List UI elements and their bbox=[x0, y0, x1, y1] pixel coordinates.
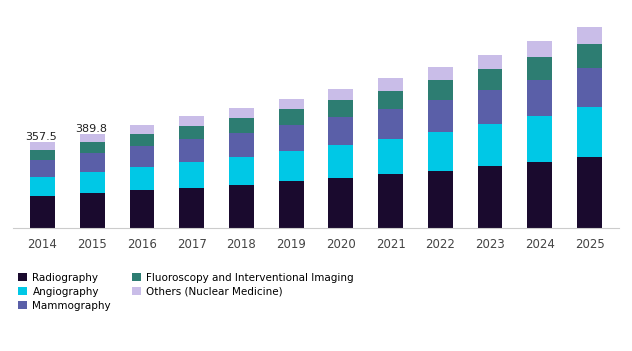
Bar bbox=[130, 146, 154, 167]
Bar bbox=[80, 134, 105, 142]
Bar bbox=[378, 174, 403, 228]
Text: 389.8: 389.8 bbox=[75, 124, 107, 134]
Bar bbox=[30, 160, 55, 177]
Bar bbox=[179, 117, 204, 126]
Bar bbox=[130, 190, 154, 228]
Bar bbox=[279, 110, 303, 125]
Bar bbox=[527, 57, 552, 80]
Bar bbox=[577, 68, 602, 107]
Bar bbox=[179, 126, 204, 139]
Bar bbox=[329, 100, 353, 117]
Bar bbox=[478, 90, 502, 124]
Bar bbox=[378, 91, 403, 109]
Bar bbox=[428, 67, 453, 80]
Bar bbox=[229, 118, 254, 133]
Bar bbox=[577, 107, 602, 157]
Bar bbox=[428, 171, 453, 228]
Bar bbox=[130, 125, 154, 134]
Bar bbox=[527, 116, 552, 162]
Bar bbox=[229, 108, 254, 118]
Bar bbox=[130, 134, 154, 146]
Bar bbox=[478, 124, 502, 166]
Bar bbox=[80, 153, 105, 172]
Bar bbox=[179, 139, 204, 162]
Bar bbox=[378, 109, 403, 139]
Bar bbox=[329, 89, 353, 100]
Bar bbox=[80, 142, 105, 153]
Bar bbox=[577, 157, 602, 228]
Bar bbox=[577, 44, 602, 68]
Bar bbox=[80, 193, 105, 228]
Bar bbox=[229, 157, 254, 185]
Bar bbox=[527, 162, 552, 228]
Bar bbox=[279, 181, 303, 228]
Bar bbox=[80, 172, 105, 193]
Legend: Radiography, Angiography, Mammography, Fluoroscopy and Interventional Imaging, O: Radiography, Angiography, Mammography, F… bbox=[18, 272, 354, 311]
Bar bbox=[378, 139, 403, 174]
Bar bbox=[279, 151, 303, 181]
Bar bbox=[329, 178, 353, 228]
Bar bbox=[478, 54, 502, 69]
Bar bbox=[329, 117, 353, 145]
Bar bbox=[378, 78, 403, 91]
Bar bbox=[279, 99, 303, 110]
Bar bbox=[478, 69, 502, 90]
Bar bbox=[428, 100, 453, 132]
Bar bbox=[30, 196, 55, 228]
Bar bbox=[527, 80, 552, 116]
Bar bbox=[229, 133, 254, 157]
Bar bbox=[478, 166, 502, 228]
Bar bbox=[229, 185, 254, 228]
Text: 357.5: 357.5 bbox=[25, 132, 57, 142]
Bar bbox=[428, 132, 453, 171]
Bar bbox=[179, 162, 204, 187]
Bar bbox=[577, 27, 602, 44]
Bar bbox=[428, 80, 453, 100]
Bar bbox=[30, 150, 55, 160]
Bar bbox=[130, 167, 154, 190]
Bar bbox=[30, 141, 55, 150]
Bar bbox=[179, 187, 204, 228]
Bar bbox=[279, 125, 303, 151]
Bar bbox=[527, 41, 552, 57]
Bar bbox=[30, 177, 55, 196]
Bar bbox=[329, 145, 353, 178]
